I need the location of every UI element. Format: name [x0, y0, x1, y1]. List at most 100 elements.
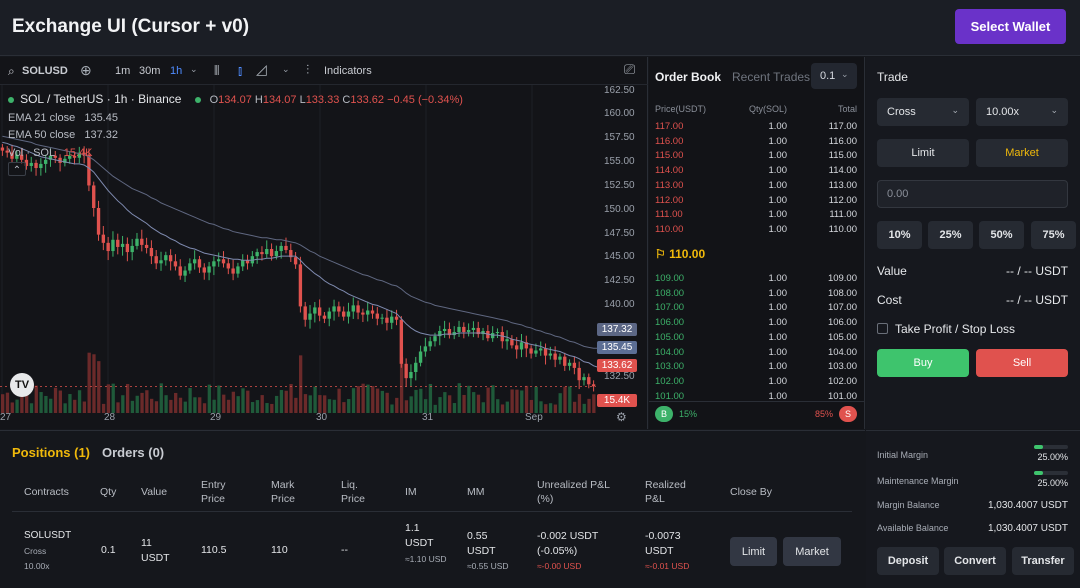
bid-row[interactable]: 103.00 1.00 103.00: [649, 361, 865, 375]
ask-row[interactable]: 114.00 1.00 114.00: [649, 165, 865, 179]
gear-icon[interactable]: ⚙: [616, 410, 627, 424]
volume-label: Vol · SOL: [8, 146, 55, 159]
candle: [471, 327, 476, 330]
bid-row[interactable]: 105.00 1.00 105.00: [649, 332, 865, 346]
tab-positions[interactable]: Positions (1): [12, 445, 91, 460]
buy-button[interactable]: Buy: [877, 349, 969, 377]
candle: [183, 270, 187, 276]
order-book: Order Book Recent Trades 0.1 ⌄ Price(USD…: [649, 57, 865, 429]
flag-icon: ⚐: [655, 247, 666, 261]
chevron-down-icon[interactable]: ⌄: [190, 64, 198, 74]
interval-1m[interactable]: 1m: [115, 65, 131, 77]
ohlc-c-label: C: [342, 94, 351, 106]
tab-order-book[interactable]: Order Book: [655, 70, 722, 84]
row-price: 109.00: [655, 273, 685, 284]
price-chart[interactable]: [0, 85, 600, 413]
ask-row[interactable]: 113.00 1.00 113.00: [649, 180, 865, 194]
ema21-price-tag: 135.45: [597, 341, 637, 354]
ask-row[interactable]: 112.00 1.00 112.00: [649, 195, 865, 209]
col-qty: Qty: [100, 486, 117, 498]
order-type-limit[interactable]: Limit: [877, 139, 969, 167]
candle: [529, 348, 533, 354]
bid-row[interactable]: 107.00 1.00 107.00: [649, 302, 865, 316]
indicators-button[interactable]: Indicators: [324, 65, 372, 77]
volume-bar: [472, 392, 476, 413]
volume-bar: [53, 387, 58, 413]
volume-bar: [207, 384, 211, 413]
ask-row[interactable]: 117.00 1.00 117.00: [649, 121, 865, 135]
candle: [212, 261, 216, 267]
bid-row[interactable]: 101.00 1.00 101.00: [649, 391, 865, 405]
candle: [48, 155, 53, 160]
order-type-market[interactable]: Market: [976, 139, 1068, 167]
volume-bar: [337, 388, 341, 413]
price-input[interactable]: 0.00: [877, 180, 1068, 208]
interval-1h[interactable]: 1h: [170, 65, 183, 77]
position-symbol[interactable]: SOLUSDT: [24, 530, 72, 541]
tpsl-checkbox[interactable]: [877, 323, 888, 334]
ask-row[interactable]: 115.00 1.00 115.00: [649, 150, 865, 164]
position-unrealized-pnl-usd: ≈-0.00 USD: [537, 561, 582, 571]
candle: [279, 245, 283, 252]
candle: [341, 311, 346, 317]
candle: [399, 319, 404, 364]
ask-row[interactable]: 111.00 1.00 111.00: [649, 209, 865, 223]
volume-bar: [183, 401, 187, 413]
ohlc-open: 134.07: [218, 94, 252, 106]
select-wallet-button[interactable]: Select Wallet: [955, 9, 1066, 44]
area-chart-icon[interactable]: ◿: [256, 61, 267, 77]
collapse-legend-button[interactable]: ⌃: [8, 162, 26, 176]
margin-balance-value: 1,030.4007 USDT: [987, 500, 1068, 511]
bid-row[interactable]: 109.00 1.00 109.00: [649, 273, 865, 287]
ask-row[interactable]: 116.00 1.00 116.00: [649, 136, 865, 150]
symbol-search[interactable]: SOLUSD: [22, 65, 68, 77]
bid-row[interactable]: 108.00 1.00 108.00: [649, 288, 865, 302]
candle: [92, 185, 96, 208]
percent-25-button[interactable]: 25%: [928, 221, 973, 249]
ask-row[interactable]: 110.00 1.00 110.00: [649, 224, 865, 238]
candle: [582, 377, 586, 381]
percent-10-button[interactable]: 10%: [877, 221, 922, 249]
chevron-down-icon[interactable]: ⌄: [282, 64, 290, 74]
volume-bar: [97, 361, 101, 413]
search-icon[interactable]: ⌕: [8, 64, 15, 78]
tradingview-logo[interactable]: TV: [10, 373, 34, 397]
candle: [207, 266, 211, 273]
bid-row[interactable]: 104.00 1.00 104.00: [649, 347, 865, 361]
step-select[interactable]: 0.1 ⌄: [811, 63, 857, 89]
row-qty: 1.00: [768, 209, 788, 221]
volume-bar: [534, 386, 538, 413]
volume-bar: [491, 385, 495, 413]
candle: [24, 159, 29, 166]
candle: [87, 154, 91, 186]
interval-30m[interactable]: 30m: [139, 65, 161, 77]
percent-75-button[interactable]: 75%: [1031, 221, 1076, 249]
transfer-button[interactable]: Transfer: [1012, 547, 1074, 575]
candle: [140, 238, 144, 245]
bid-row[interactable]: 102.00 1.00 102.00: [649, 376, 865, 390]
candle: [241, 260, 245, 267]
indicators-icon[interactable]: ⫶: [306, 62, 310, 77]
camera-icon[interactable]: ⎚: [624, 61, 636, 77]
bid-row[interactable]: 106.00 1.00 106.00: [649, 317, 865, 331]
price-tick: 157.50: [604, 132, 635, 143]
add-symbol-icon[interactable]: ⊕: [80, 62, 92, 78]
margin-mode-select[interactable]: Cross ⌄: [877, 98, 969, 126]
buy-sell-ratio: B 15% 85% S: [649, 401, 865, 425]
percent-50-button[interactable]: 50%: [979, 221, 1024, 249]
row-price: 107.00: [655, 302, 685, 314]
convert-button[interactable]: Convert: [944, 547, 1006, 575]
volume-bar: [169, 399, 173, 413]
bar-style-icon[interactable]: ⫴: [214, 63, 220, 78]
leverage-select[interactable]: 10.00x ⌄: [976, 98, 1068, 126]
candle: [168, 255, 173, 262]
sell-button[interactable]: Sell: [976, 349, 1068, 377]
close-limit-button[interactable]: Limit: [730, 537, 777, 566]
deposit-button[interactable]: Deposit: [877, 547, 939, 575]
tab-recent-trades[interactable]: Recent Trades: [732, 70, 811, 84]
tab-orders[interactable]: Orders (0): [102, 445, 165, 460]
close-market-button[interactable]: Market: [783, 537, 841, 566]
candles-icon[interactable]: ⫾: [238, 63, 243, 78]
volume-bar: [289, 383, 293, 413]
candle: [390, 316, 394, 323]
